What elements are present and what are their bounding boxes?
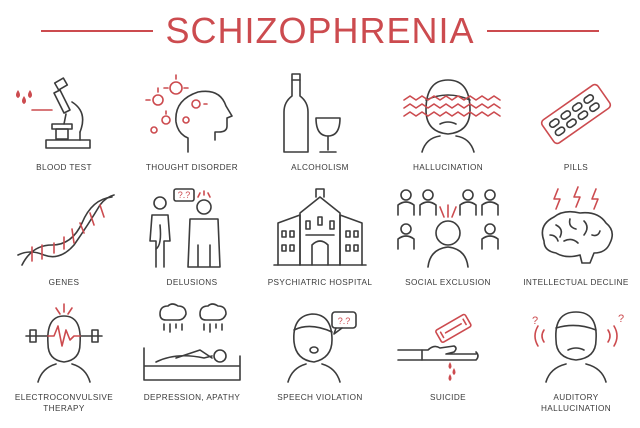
- item-hallucination: HALLUCINATION: [384, 70, 512, 185]
- item-label: HALLUCINATION: [412, 163, 484, 172]
- item-genes: GENES: [0, 185, 128, 300]
- question-mark: ?: [532, 315, 538, 327]
- item-label: ELECTROCONVULSIVE THERAPY: [2, 392, 126, 414]
- item-label: BLOOD TEST: [36, 163, 92, 172]
- header: SCHIZOPHRENIA: [0, 8, 640, 54]
- item-suicide: SUICIDE: [384, 300, 512, 415]
- item-label: THOUGHT DISORDER: [145, 163, 239, 172]
- delusions-icon: ?.?: [136, 185, 248, 271]
- item-label: ALCOHOLISM: [291, 163, 349, 172]
- item-label: DEPRESSION, APATHY: [143, 393, 241, 402]
- item-social-exclusion: SOCIAL EXCLUSION: [384, 185, 512, 300]
- blood-test-icon: [8, 70, 120, 156]
- label-line-1: AUDITORY: [553, 393, 599, 402]
- depression-apathy-icon: [136, 300, 248, 386]
- genes-icon: [8, 185, 120, 271]
- item-label: INTELLECTUAL DECLINE: [523, 278, 629, 287]
- label-line-2: THERAPY: [43, 404, 85, 413]
- question-mark: ?: [618, 313, 624, 325]
- pills-icon: [520, 70, 632, 156]
- item-label: GENES: [48, 278, 80, 287]
- item-electroconvulsive-therapy: ELECTROCONVULSIVE THERAPY: [0, 300, 128, 415]
- item-blood-test: BLOOD TEST: [0, 70, 128, 185]
- item-auditory-hallucination: ? ? AUDITORY HALLUCINATION: [512, 300, 640, 415]
- item-depression-apathy: DEPRESSION, APATHY: [128, 300, 256, 415]
- page-title: SCHIZOPHRENIA: [165, 10, 475, 51]
- title-rule-left: [41, 30, 154, 32]
- bubble-text: ?.?: [178, 190, 191, 200]
- alcoholism-icon: [264, 70, 376, 156]
- item-label: AUDITORY HALLUCINATION: [514, 392, 638, 414]
- item-intellectual-decline: INTELLECTUAL DECLINE: [512, 185, 640, 300]
- electroconvulsive-therapy-icon: [8, 300, 120, 386]
- thought-disorder-icon: [136, 70, 248, 156]
- auditory-hallucination-icon: ? ?: [520, 300, 632, 386]
- item-label: SPEECH VIOLATION: [277, 393, 363, 402]
- item-alcoholism: ALCOHOLISM: [256, 70, 384, 185]
- label-line-2: HALLUCINATION: [540, 404, 612, 413]
- item-label: SOCIAL EXCLUSION: [405, 278, 491, 287]
- hallucination-icon: [392, 70, 504, 156]
- item-psychiatric-hospital: PSYCHIATRIC HOSPITAL: [256, 185, 384, 300]
- speech-violation-icon: ?.?: [264, 300, 376, 386]
- item-thought-disorder: THOUGHT DISORDER: [128, 70, 256, 185]
- psychiatric-hospital-icon: [264, 185, 376, 271]
- icon-grid: BLOOD TEST THOUGHT DISORDER: [0, 70, 640, 415]
- item-pills: PILLS: [512, 70, 640, 185]
- item-label: SUICIDE: [429, 393, 466, 402]
- intellectual-decline-icon: [520, 185, 632, 271]
- social-exclusion-icon: [392, 185, 504, 271]
- item-delusions: ?.? DELUSIONS: [128, 185, 256, 300]
- bubble-text: ?.?: [338, 316, 351, 326]
- item-label: PSYCHIATRIC HOSPITAL: [267, 278, 373, 287]
- item-label: DELUSIONS: [166, 278, 218, 287]
- label-line-1: ELECTROCONVULSIVE: [14, 393, 114, 402]
- suicide-icon: [392, 300, 504, 386]
- item-label: PILLS: [563, 163, 589, 172]
- title-rule-right: [486, 30, 599, 32]
- item-speech-violation: ?.? SPEECH VIOLATION: [256, 300, 384, 415]
